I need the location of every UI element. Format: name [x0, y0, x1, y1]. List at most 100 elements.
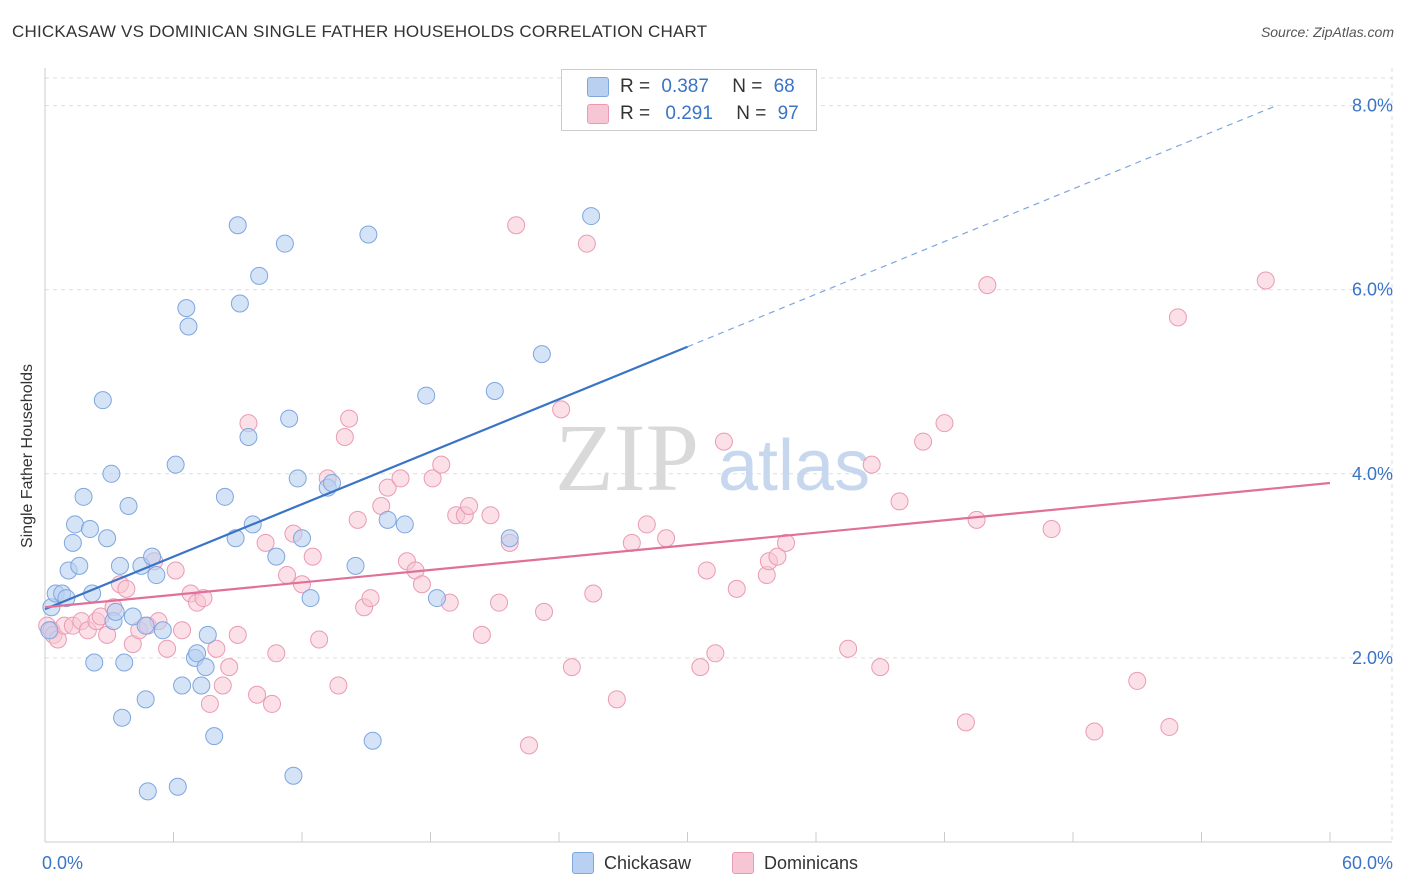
chickasaw-point — [70, 556, 89, 575]
legend-label-dominicans: Dominicans — [764, 852, 859, 873]
n-label: N = — [732, 76, 763, 97]
r-value: 0.291 — [665, 103, 713, 124]
dominicans-point — [657, 529, 676, 548]
dominicans-point — [914, 432, 933, 451]
chickasaw-swatch — [587, 77, 609, 97]
chickasaw-point — [138, 782, 157, 801]
dominicans-point — [200, 694, 219, 713]
chickasaw-point — [275, 234, 294, 253]
stats-legend: R = 0.387 N = 68 R = 0.291 N = 97 — [561, 69, 817, 131]
dominicans-point — [839, 639, 858, 658]
chickasaw-point — [98, 529, 117, 548]
chickasaw-point — [363, 731, 382, 750]
dominicans-point — [117, 579, 136, 598]
series-dominicans — [38, 216, 1275, 755]
r-label: R = — [620, 76, 651, 97]
dominicans-point — [378, 478, 397, 497]
dominicans-point — [303, 547, 322, 566]
tick-labels: 2.0% 4.0% 6.0% 8.0% 0.0% 60.0% — [42, 96, 1393, 873]
chickasaw-point — [173, 676, 192, 695]
dominicans-point — [1085, 722, 1104, 741]
dominicans-point — [1128, 671, 1147, 690]
chickasaw-point — [85, 653, 104, 672]
chickasaw-point — [153, 621, 172, 640]
series-legend: Chickasaw Dominicans — [0, 852, 1406, 876]
dominicans-point — [777, 533, 796, 552]
chickasaw-point — [115, 653, 134, 672]
chickasaw-point — [93, 391, 112, 410]
chickasaw-point — [239, 427, 258, 446]
chickasaw-point — [40, 621, 59, 640]
dominicans-point — [194, 589, 213, 608]
series-chickasaw — [40, 207, 601, 801]
dominicans-point — [577, 234, 596, 253]
y-tick-label: 8.0% — [1352, 96, 1393, 116]
chickasaw-point — [110, 556, 129, 575]
dominicans-point — [207, 639, 226, 658]
dominicans-point — [423, 469, 442, 488]
x-tick-label: 0.0% — [42, 853, 83, 873]
chickasaw-point — [65, 515, 84, 534]
chickasaw-point — [346, 556, 365, 575]
x-tick-label: 60.0% — [1342, 853, 1393, 873]
legend-label-chickasaw: Chickasaw — [604, 852, 692, 873]
chickasaw-point — [427, 589, 446, 608]
dominicans-point — [768, 547, 787, 566]
trend-lines — [44, 105, 1331, 611]
dominicans-point — [158, 639, 177, 658]
chickasaw-point — [198, 625, 217, 644]
chickasaw-point — [532, 345, 551, 364]
dominicans-point — [348, 510, 367, 529]
n-label: N = — [736, 103, 767, 124]
dominicans-point — [490, 593, 509, 612]
axes — [44, 68, 1392, 843]
dominicans-point — [862, 455, 881, 474]
dominicans-point — [335, 427, 354, 446]
chickasaw-point — [230, 294, 249, 313]
chickasaw-point — [293, 529, 311, 548]
chickasaw-point — [500, 529, 519, 548]
source-label: Source: ZipAtlas.com — [1260, 24, 1394, 40]
chickasaw-point — [417, 386, 436, 405]
dominicans-point — [391, 469, 410, 488]
legend-item-chickasaw: Chickasaw — [572, 852, 691, 874]
chickasaw-point — [378, 510, 397, 529]
dominicans-point — [697, 561, 716, 580]
dominicans-point — [267, 644, 286, 663]
dominicans-point — [607, 690, 626, 709]
watermark: ZIP atlas — [555, 404, 870, 511]
dominicans-point — [978, 276, 997, 295]
chickasaw-point — [280, 409, 299, 428]
chickasaw-point — [228, 216, 247, 235]
r-label: R = — [620, 103, 651, 124]
chickasaw-point — [288, 469, 307, 488]
dominicans-point — [562, 658, 581, 677]
dominicans-point — [263, 694, 282, 713]
dominicans-point — [248, 685, 267, 704]
dominicans-point — [412, 575, 431, 594]
dominicans-point — [329, 676, 348, 695]
dominicans-point — [166, 561, 185, 580]
chickasaw-point — [196, 658, 215, 677]
chickasaw-point — [301, 589, 320, 608]
chickasaw-point — [177, 299, 196, 318]
chickasaw-point — [395, 515, 414, 534]
chart-title: CHICKASAW VS DOMINICAN SINGLE FATHER HOU… — [12, 22, 708, 41]
dominicans-point — [552, 400, 571, 419]
r-value: 0.387 — [661, 76, 709, 97]
chickasaw-point — [119, 497, 138, 516]
chickasaw-point — [102, 464, 121, 483]
dominicans-point — [460, 497, 479, 516]
dominicans-point — [691, 658, 710, 677]
dominicans-point — [1256, 271, 1275, 290]
dominicans-point — [228, 625, 247, 644]
dominicans-point — [714, 432, 733, 451]
dominicans-point — [340, 409, 359, 428]
dominicans-point — [1042, 520, 1061, 539]
legend-item-dominicans: Dominicans — [732, 852, 858, 874]
chickasaw-point — [179, 317, 198, 336]
dominicans-point — [1168, 308, 1187, 327]
chickasaw-point — [113, 708, 132, 727]
dominicans-point — [1160, 717, 1179, 736]
